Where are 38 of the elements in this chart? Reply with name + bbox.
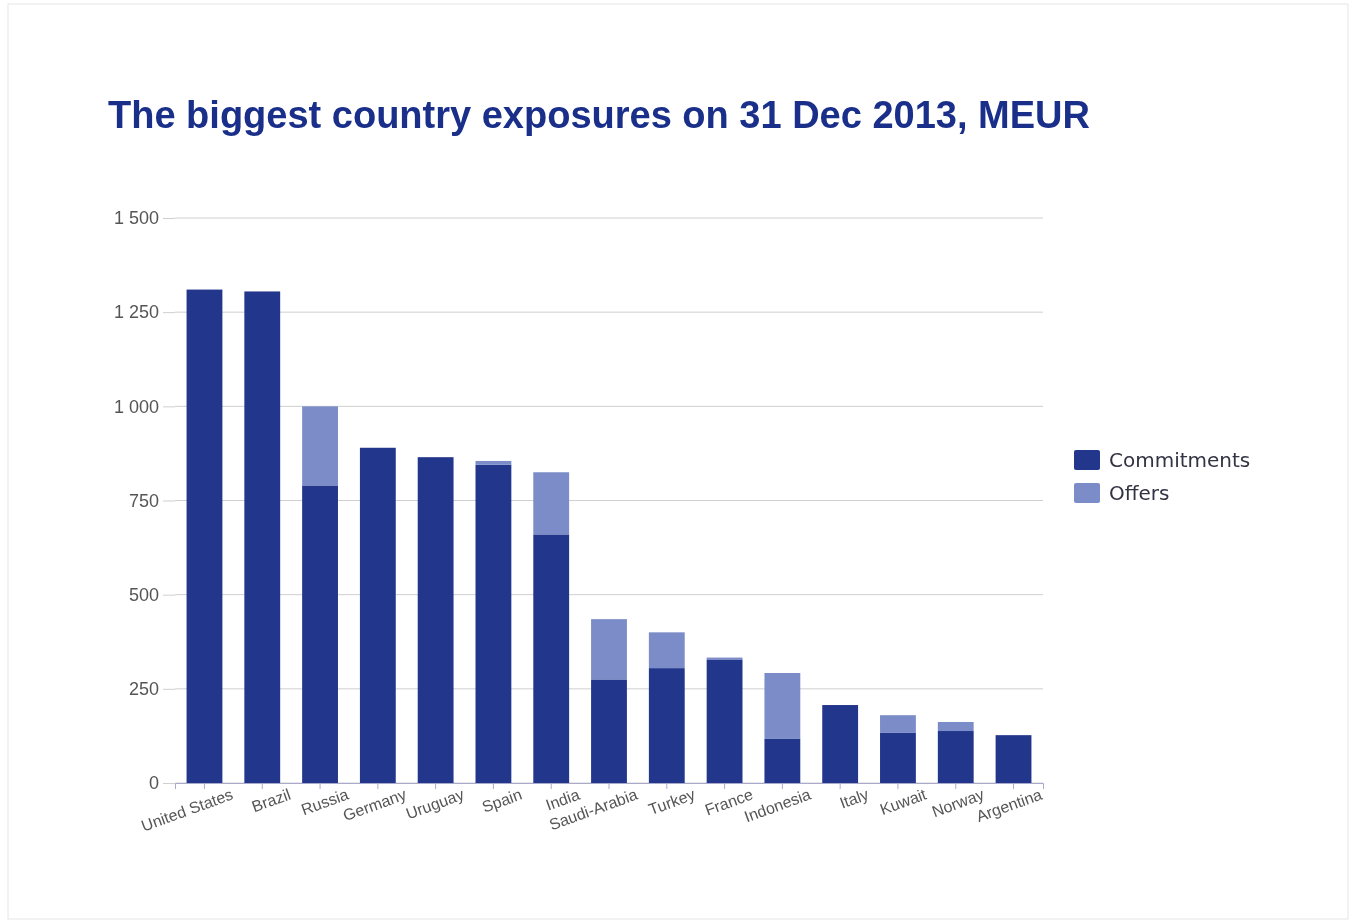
x-tick-label: Kuwait <box>877 785 930 819</box>
bar <box>417 457 454 783</box>
bar <box>359 447 396 783</box>
bar <box>186 289 223 783</box>
bar <box>475 464 512 783</box>
y-tick-label: 1 000 <box>113 396 159 417</box>
bar <box>591 679 627 783</box>
y-tick-label: 1 250 <box>113 302 159 323</box>
chart-title: The biggest country exposures on 31 Dec 2013, MEUR <box>108 94 1090 136</box>
bar <box>937 731 974 783</box>
y-tick-label: 750 <box>128 490 159 511</box>
legend-label: Offers <box>1109 481 1170 505</box>
bar <box>648 632 685 669</box>
bar <box>880 715 916 733</box>
bar <box>475 460 512 465</box>
bar <box>706 659 743 783</box>
bar <box>648 668 685 783</box>
legend-label: Commitments <box>1109 448 1251 472</box>
bar <box>880 732 916 783</box>
bar <box>591 619 627 680</box>
bar <box>302 485 338 783</box>
x-tick-label: Turkey <box>646 785 698 819</box>
bar <box>937 721 974 732</box>
y-tick-label: 1 500 <box>113 208 159 229</box>
bar <box>995 735 1032 783</box>
y-tick-label: 500 <box>128 584 159 605</box>
x-tick-label: Brazil <box>249 785 293 816</box>
bar <box>822 705 859 783</box>
bar <box>764 738 801 783</box>
y-tick-label: 250 <box>128 679 159 700</box>
bar <box>764 673 801 739</box>
x-tick-label: Italy <box>837 785 871 812</box>
x-tick-label: Spain <box>479 785 525 816</box>
y-tick-label: 0 <box>148 773 159 794</box>
bar <box>244 291 281 783</box>
bar <box>533 472 570 535</box>
bar <box>302 406 338 486</box>
bar <box>533 534 570 783</box>
